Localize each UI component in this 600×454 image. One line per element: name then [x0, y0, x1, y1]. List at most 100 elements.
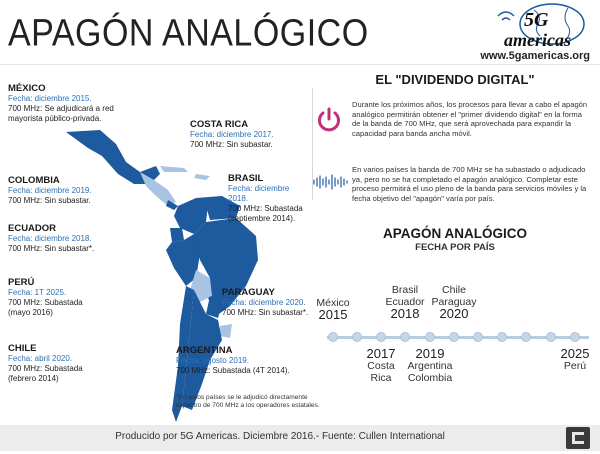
country-detail: 700 MHz: Sin subastar. [190, 140, 273, 149]
country-date: Fecha: abril 2020. [8, 354, 73, 363]
5g-americas-logo[interactable]: 5G americas [482, 2, 592, 64]
country-name: ARGENTINA [176, 345, 233, 356]
timeline-year: 2017 [366, 346, 396, 361]
timeline-year: 2018 [390, 306, 420, 321]
vertical-divider [312, 88, 313, 200]
country-date: Fecha: diciembre 2018. [228, 184, 290, 203]
timeline-dot [497, 332, 507, 342]
cullen-logo [566, 427, 590, 449]
country-detail: 700 MHz: Subastada (mayo 2016) [8, 298, 83, 317]
latin-america-map [66, 130, 258, 422]
timeline-dot [473, 332, 483, 342]
map-mexico [66, 130, 160, 184]
map-argentina [182, 290, 222, 410]
map-central-america [140, 172, 176, 206]
label-costa-rica: COSTA RICA Fecha: diciembre 2017. 700 MH… [190, 120, 300, 150]
country-name: COLOMBIA [8, 175, 60, 186]
timeline-countries: Brasil [391, 284, 419, 296]
timeline-entry-2025: 2025 Perú [560, 346, 590, 372]
country-detail: 700 MHz: Sin subastar*. [8, 244, 95, 253]
map-caribbean [160, 166, 210, 180]
country-detail: 700 MHz: Subastada (septiembre 2014). [228, 204, 303, 223]
footnote: *En estos países se le adjudicó directam… [176, 394, 320, 409]
cullen-mark-icon [572, 432, 584, 444]
timeline-countries: Rica [370, 372, 392, 384]
country-detail: 700 MHz: Subastada (4T 2014). [176, 366, 290, 375]
country-date: Fecha: agosto 2019. [176, 356, 249, 365]
map-colombia [174, 198, 208, 234]
map-chile [172, 286, 194, 422]
timeline-dot [400, 332, 410, 342]
timeline-countries: Costa [367, 360, 395, 372]
label-brasil: BRASIL Fecha: diciembre 2018. 700 MHz: S… [228, 174, 310, 224]
country-date: Fecha: diciembre 2017. [190, 130, 274, 139]
country-name: CHILE [8, 343, 37, 354]
map-uruguay [220, 324, 232, 338]
signal-wave-icon [313, 174, 348, 190]
map-venezuela [196, 196, 240, 220]
timeline-entry-2015: México 2015 [316, 297, 349, 321]
label-paraguay: PARAGUAY Fecha: diciembre 2020. 700 MHz:… [222, 288, 312, 318]
timeline-countries: Paraguay [431, 296, 477, 308]
page-title: APAGÓN ANALÓGICO [8, 12, 369, 55]
country-date: Fecha: 1T 2025. [8, 288, 67, 297]
logo-americas-text: americas [504, 30, 571, 50]
dividend-title: EL "DIVIDENDO DIGITAL" [375, 72, 535, 87]
timeline-dot [521, 332, 531, 342]
header-divider [0, 64, 600, 65]
country-name: PARAGUAY [222, 287, 275, 298]
timeline-dot [328, 332, 338, 342]
country-date: Fecha: diciembre 2019. [8, 186, 92, 195]
country-detail: 700 MHz: Se adjudicará a red mayorista p… [8, 104, 114, 123]
timeline-year: 2015 [318, 307, 348, 322]
timeline-countries: Perú [563, 360, 587, 372]
map-paraguay [206, 296, 222, 318]
timeline-dot [449, 332, 459, 342]
timeline-countries: Argentina [407, 360, 453, 372]
timeline-dot [352, 332, 362, 342]
dividend-paragraph-2: En varios países la banda de 700 MHz se … [352, 165, 587, 203]
map-peru [166, 234, 200, 286]
timeline-year: 2020 [439, 306, 469, 321]
country-name: ECUADOR [8, 223, 57, 234]
label-colombia: COLOMBIA Fecha: diciembre 2019. 700 MHz:… [8, 176, 108, 206]
label-chile: CHILE Fecha: abril 2020. 700 MHz: Subast… [8, 344, 108, 384]
timeline-countries: Colombia [407, 372, 453, 384]
timeline-subtitle: FECHA POR PAÍS [415, 242, 495, 253]
timeline-dot [425, 332, 435, 342]
timeline-countries: México [316, 297, 350, 309]
footer-bar [0, 425, 600, 451]
timeline-dot [376, 332, 386, 342]
country-name: PERÚ [8, 277, 35, 288]
timeline-year: 2019 [415, 346, 445, 361]
country-date: Fecha: diciembre 2015. [8, 94, 92, 103]
country-date: Fecha: diciembre 2020. [222, 298, 306, 307]
label-ecuador: ECUADOR Fecha: diciembre 2018. 700 MHz: … [8, 224, 108, 254]
map-ecuador [170, 228, 184, 242]
country-date: Fecha: diciembre 2018. [8, 234, 92, 243]
label-argentina: ARGENTINA Fecha: agosto 2019. 700 MHz: S… [176, 346, 296, 376]
country-detail: 700 MHz: Sin subastar. [8, 196, 91, 205]
timeline-entry-2018: Brasil Ecuador 2018 [385, 284, 424, 320]
timeline-dot [546, 332, 556, 342]
timeline-entry-2019: 2019 Argentina Colombia [407, 346, 453, 384]
label-peru: PERÚ Fecha: 1T 2025. 700 MHz: Subastada … [8, 278, 98, 318]
label-mexico: MÉXICO Fecha: diciembre 2015. 700 MHz: S… [8, 84, 128, 124]
timeline-entry-2017: 2017 Costa Rica [366, 346, 396, 384]
country-name: COSTA RICA [190, 119, 249, 130]
map-costa-rica [166, 200, 178, 210]
country-detail: 700 MHz: Subastada (febrero 2014) [8, 364, 83, 383]
power-icon [318, 107, 340, 132]
timeline-countries: Ecuador [385, 296, 425, 308]
country-detail: 700 MHz: Sin subastar*. [222, 308, 309, 317]
country-name: MÉXICO [8, 83, 46, 94]
timeline-year: 2025 [560, 346, 590, 361]
timeline-entry-2020: Chile Paraguay 2020 [432, 284, 477, 320]
globe-logo-icon: 5G americas [497, 3, 585, 50]
logo-5g-text: 5G [524, 9, 549, 31]
timeline-title: APAGÓN ANALÓGICO [383, 226, 527, 241]
dividend-paragraph-1: Durante los próximos años, los procesos … [352, 100, 588, 138]
footer-credit: Producido por 5G Americas. Diciembre 201… [115, 431, 445, 442]
logo-url[interactable]: www.5gamericas.org [480, 50, 590, 62]
timeline-countries: Chile [442, 284, 466, 296]
